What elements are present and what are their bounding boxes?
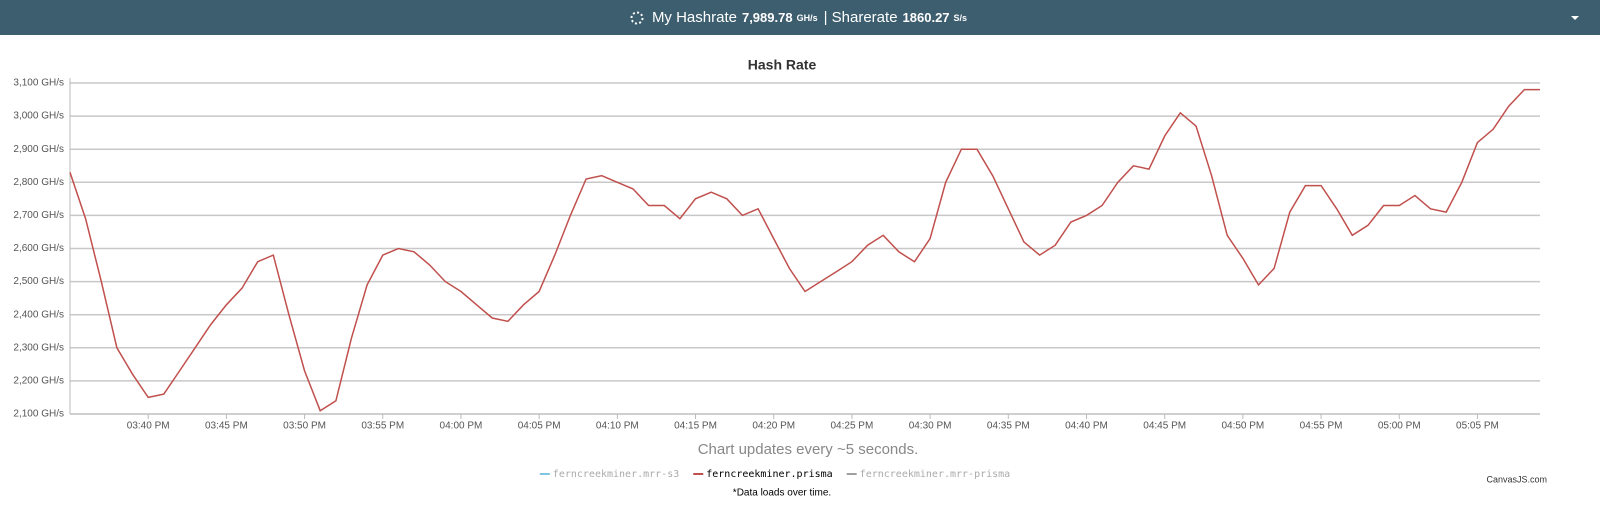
legend-label: ferncreekminer.mrr-prisma <box>860 469 1011 480</box>
x-tick-label: 04:45 PM <box>1143 421 1186 432</box>
legend: ferncreekminer.mrr-s3 ferncreekminer.pris… <box>539 469 1011 480</box>
x-tick-label: 04:35 PM <box>987 421 1030 432</box>
y-tick-label: 2,700 GH/s <box>13 210 64 221</box>
x-tick-label: 03:55 PM <box>361 421 404 432</box>
x-tick-label: 04:10 PM <box>596 421 639 432</box>
footnote: *Data loads over time. <box>733 488 831 499</box>
x-tick-label: 04:40 PM <box>1065 421 1108 432</box>
x-tick-label: 05:00 PM <box>1378 421 1421 432</box>
x-tick-label: 05:05 PM <box>1456 421 1499 432</box>
spinner-icon <box>630 11 644 24</box>
hashrate-value: 7,989.78 <box>741 10 793 25</box>
x-tick-label: 04:50 PM <box>1221 421 1264 432</box>
y-tick-label: 3,100 GH/s <box>13 78 64 89</box>
y-tick-label: 2,300 GH/s <box>13 342 64 353</box>
x-tick-label: 03:40 PM <box>127 421 170 432</box>
dropdown-caret[interactable] <box>1570 13 1580 23</box>
x-tick-label: 04:25 PM <box>831 421 874 432</box>
y-tick-label: 2,100 GH/s <box>13 409 64 420</box>
legend-label: ferncreekminer.mrr-s3 <box>553 469 679 480</box>
legend-label: ferncreekminer.prisma <box>706 469 832 480</box>
chart-subtitle: Chart updates every ~5 seconds. <box>698 441 919 458</box>
y-tick-label: 2,600 GH/s <box>13 243 64 254</box>
x-tick-label: 03:45 PM <box>205 421 248 432</box>
sharerate-value: 1860.27 <box>902 10 950 25</box>
y-tick-label: 2,200 GH/s <box>13 376 64 387</box>
hashrate-unit: GH/s <box>796 12 818 23</box>
x-tick-label: 04:55 PM <box>1300 421 1343 432</box>
x-tick-label: 04:05 PM <box>518 421 561 432</box>
sharerate-unit: S/s <box>953 12 968 23</box>
x-tick-label: 04:15 PM <box>674 421 717 432</box>
status-bar: My Hashrate 7,989.78 GH/s | Sharerate 18… <box>0 0 1600 35</box>
y-tick-label: 2,400 GH/s <box>13 309 64 320</box>
y-tick-label: 2,500 GH/s <box>13 276 64 287</box>
chart-title: Hash Rate <box>748 57 817 73</box>
legend-item[interactable]: ferncreekminer.prisma <box>693 469 833 480</box>
x-tick-label: 04:30 PM <box>909 421 952 432</box>
chart: Hash Rate Chart updates every ~5 seconds… <box>13 57 1547 499</box>
sharerate-label: | Sharerate <box>823 9 898 26</box>
data-line <box>69 88 1540 412</box>
x-tick-label: 03:50 PM <box>283 421 326 432</box>
legend-item[interactable]: ferncreekminer.mrr-prisma <box>846 469 1011 480</box>
legend-item[interactable]: ferncreekminer.mrr-s3 <box>539 469 679 480</box>
y-tick-label: 2,900 GH/s <box>13 144 64 155</box>
y-tick-label: 2,800 GH/s <box>13 177 64 188</box>
x-tick-label: 04:20 PM <box>752 421 795 432</box>
credit[interactable]: CanvasJS.com <box>1486 474 1547 484</box>
x-tick-label: 04:00 PM <box>440 421 483 432</box>
hashrate-label: My Hashrate <box>651 9 737 26</box>
y-tick-label: 3,000 GH/s <box>13 111 64 122</box>
